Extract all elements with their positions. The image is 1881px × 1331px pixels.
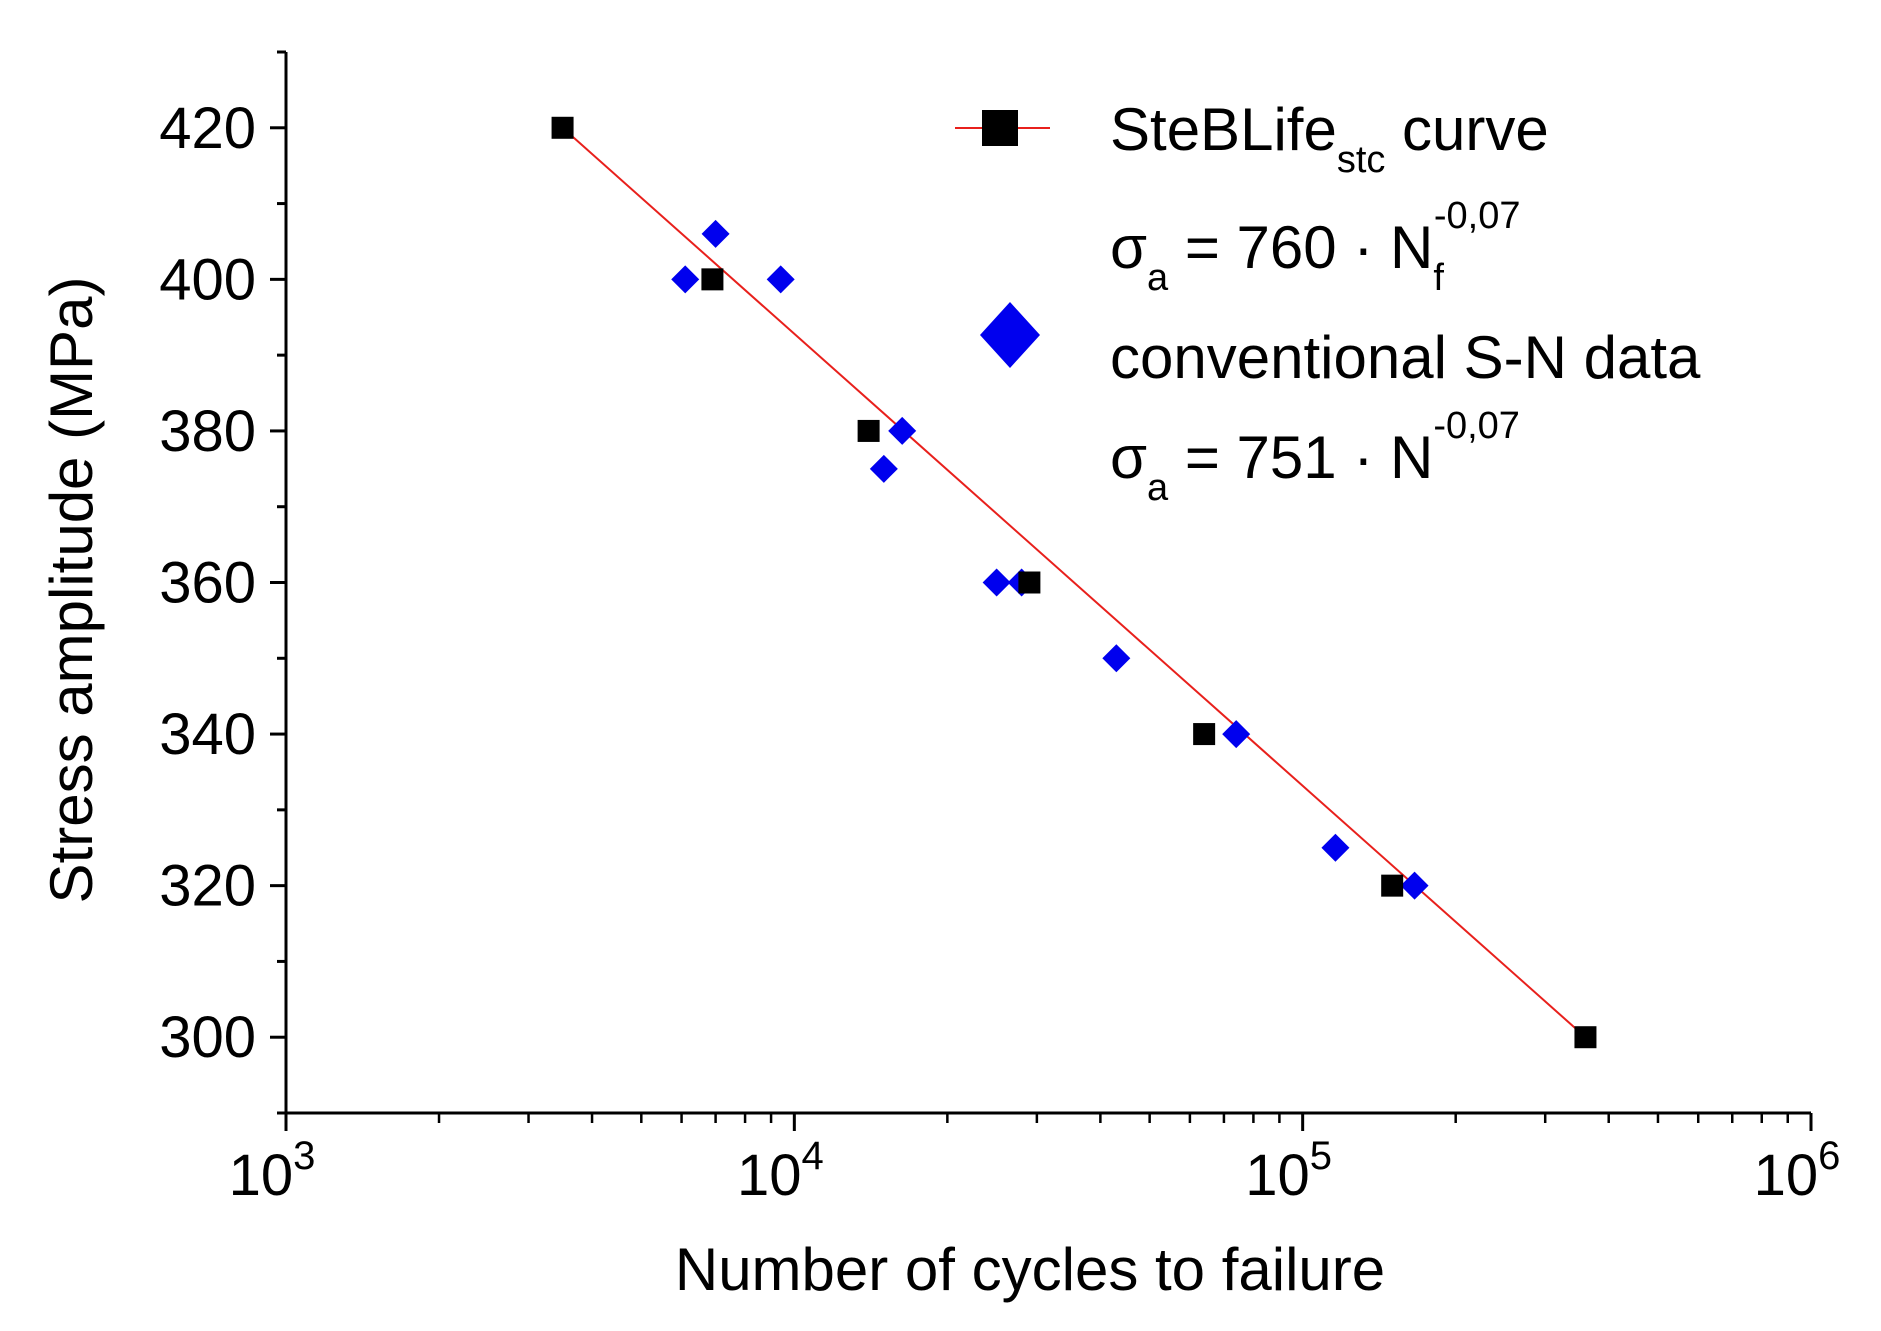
sn-data-point (671, 265, 700, 294)
sn-data-point (1321, 833, 1350, 862)
sn-data-point (869, 454, 898, 483)
eq1-exp: -0,07 (1434, 195, 1521, 237)
x-tick-label: 104 (737, 1134, 824, 1208)
eq2-mid: = 751 · N (1168, 424, 1433, 491)
steblife-data-point (1574, 1026, 1597, 1049)
steblife-data-point (701, 268, 724, 291)
x-tick-exponent: 4 (801, 1134, 823, 1178)
sn-data-point (888, 416, 917, 445)
legend-label-sn: conventional S-N data (1110, 324, 1701, 391)
sn-data-point (1222, 720, 1251, 749)
data-points (551, 116, 1597, 1049)
sn-data-point (1400, 871, 1429, 900)
y-tick-label: 300 (159, 1005, 256, 1070)
y-axis-title: Stress amplitude (MPa) (38, 277, 105, 904)
x-tick-exponent: 3 (293, 1134, 315, 1178)
steblife-data-point (1018, 571, 1041, 594)
x-tick-label: 103 (229, 1134, 316, 1208)
steblife-data-point (857, 419, 880, 442)
y-tick-label: 400 (159, 247, 256, 312)
x-tick-base: 10 (229, 1143, 294, 1208)
legend-label-steblife: SteBLifestc curve (1110, 96, 1549, 181)
steblife-data-point (551, 116, 574, 139)
legend: SteBLifestc curve σa = 760 · Nf-0,07 con… (955, 96, 1701, 509)
x-tick-base: 10 (1245, 1143, 1310, 1208)
legend-equation-sn: σa = 751 · N-0,07 (1110, 405, 1520, 509)
legend-equation-steblife: σa = 760 · Nf -0,07 (1110, 195, 1521, 299)
eq1-mid: = 760 · N (1168, 214, 1433, 281)
y-tick-label: 320 (159, 854, 256, 919)
x-tick-label: 105 (1245, 1134, 1332, 1208)
x-tick-base: 10 (1754, 1143, 1819, 1208)
sn-data-point (766, 265, 795, 294)
y-tick-label: 380 (159, 399, 256, 464)
eq1-lhs-sub: a (1147, 257, 1169, 299)
x-axis-title: Number of cycles to failure (675, 1236, 1385, 1303)
eq2-lhs: σ (1110, 424, 1147, 491)
legend-steblife-name: SteBLife (1110, 96, 1337, 163)
legend-steblife-suffix: curve (1385, 96, 1548, 163)
y-tick-label: 420 (159, 96, 256, 161)
eq1-mid-sub: f (1433, 257, 1444, 299)
legend-marker-sn (980, 302, 1040, 368)
x-tick-exponent: 5 (1310, 1134, 1332, 1178)
x-tick-label: 106 (1754, 1134, 1841, 1208)
x-tick-exponent: 6 (1818, 1134, 1840, 1178)
eq2-lhs-sub: a (1147, 467, 1169, 509)
eq2-exp: -0,07 (1433, 405, 1520, 447)
steblife-data-point (1381, 874, 1404, 897)
sn-data-point (1102, 644, 1131, 673)
eq1-lhs: σ (1110, 214, 1147, 281)
sn-data-point (701, 219, 730, 248)
y-tick-label: 360 (159, 551, 256, 616)
legend-marker-steblife (982, 110, 1018, 146)
x-tick-base: 10 (737, 1143, 802, 1208)
sn-data-point (982, 568, 1011, 597)
legend-steblife-subscript: stc (1337, 139, 1386, 181)
steblife-data-point (1193, 723, 1216, 746)
y-tick-label: 340 (159, 702, 256, 767)
